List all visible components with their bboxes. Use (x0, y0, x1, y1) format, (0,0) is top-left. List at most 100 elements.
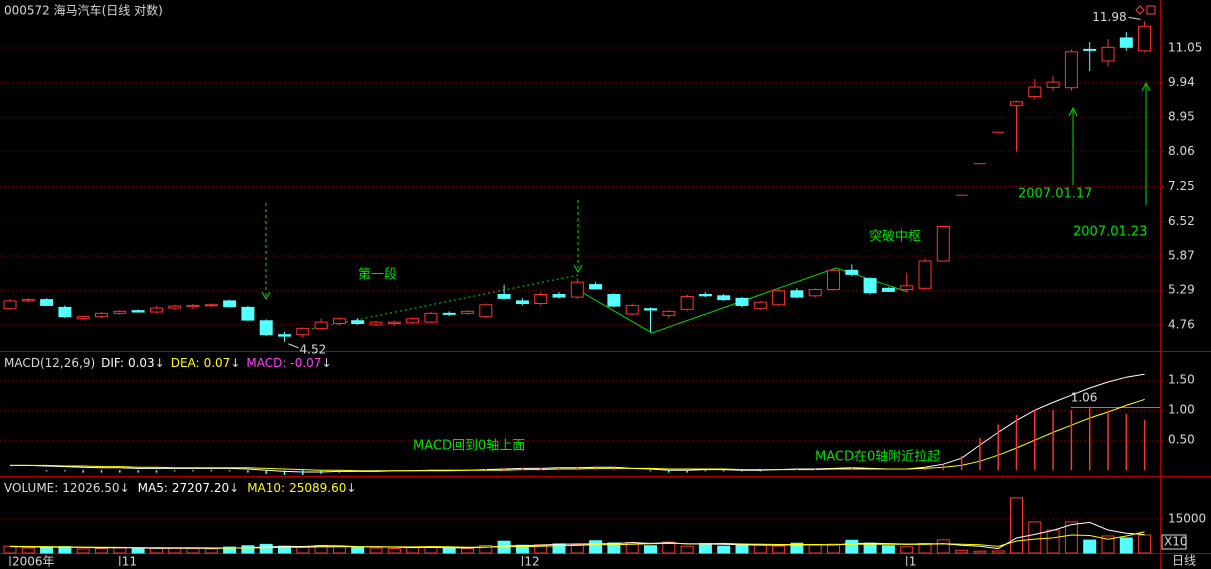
unit-box (1161, 534, 1187, 550)
label-pointer (288, 343, 299, 349)
candle-body (662, 310, 676, 316)
icon (1135, 5, 1145, 15)
volume-bar (680, 545, 694, 554)
volume-bar (479, 545, 493, 554)
legend-value: 12026.50 (62, 481, 119, 495)
volume-bar (991, 550, 1005, 554)
candle-body (680, 295, 694, 310)
candle-body (1101, 46, 1115, 62)
candle-body (936, 225, 950, 262)
candle-body (1138, 25, 1152, 52)
legend-name: DIF: (101, 356, 124, 370)
value-label: 1.06 (1071, 391, 1098, 405)
volume-bar (1083, 539, 1097, 554)
macd-line (10, 373, 1145, 473)
candle-body (790, 290, 804, 298)
volume-bar (1064, 521, 1078, 554)
volume-bar (900, 546, 914, 554)
volume-bar (186, 547, 200, 554)
candle-body (278, 334, 291, 337)
candle-body (717, 295, 731, 301)
x-tick-label: 1 (909, 555, 917, 569)
arrow-head (261, 291, 271, 301)
annotation: 2007.01.17 (1018, 187, 1092, 202)
annotation: 2007.01.23 (1073, 225, 1147, 240)
volume-bar (973, 550, 987, 554)
volume-bar (3, 545, 17, 554)
volume-bar (1119, 537, 1133, 554)
volume-bar (241, 545, 255, 554)
legend-value: 0.03 (128, 356, 155, 370)
arrow-head (1141, 81, 1151, 92)
candle-body (58, 306, 72, 318)
y-tick-label: 7.25 (1168, 179, 1195, 193)
icon (1146, 5, 1156, 15)
candle-body (479, 304, 493, 318)
y-tick-label: 4.76 (1168, 317, 1195, 331)
volume-bar (21, 547, 35, 554)
volume-bar (40, 546, 54, 554)
candle-body (534, 294, 548, 304)
candle-body (881, 287, 895, 292)
candle-body (1028, 86, 1042, 98)
candle-body (131, 310, 145, 313)
legend-value: 27207.20 (172, 481, 229, 495)
legend-name: DEA: (171, 356, 200, 370)
chart-title: 000572 海马汽车(日线 对数) (4, 3, 163, 18)
candle-body (3, 300, 17, 310)
y-tick-label: 5.87 (1168, 248, 1195, 262)
candle-body (21, 299, 35, 302)
annotation: 第一段 (358, 268, 397, 283)
y-tick-label: 11.05 (1168, 40, 1202, 54)
volume-bar (662, 541, 676, 554)
candle-body (625, 304, 639, 315)
candle-body (1083, 48, 1097, 51)
candle-body (223, 300, 237, 308)
candle-body (808, 289, 822, 297)
y-tick-label: 8.06 (1168, 144, 1195, 158)
candle-body (589, 284, 603, 290)
legend-value: 25089.60 (289, 481, 346, 495)
candle-body (168, 305, 182, 309)
volume-bar (387, 547, 401, 554)
x-tick-label: 11 (122, 555, 137, 569)
y-tick-label: 1.00 (1168, 403, 1195, 417)
candle-body (424, 312, 438, 323)
candle-body (772, 290, 786, 306)
volume-bar (113, 547, 127, 554)
arrow-head (573, 264, 583, 274)
period-label: 日线 (1172, 554, 1196, 568)
candle-body (95, 312, 108, 318)
volume-bar (955, 549, 969, 554)
candle-body (351, 320, 365, 325)
candle-body (461, 310, 474, 314)
candle-body (76, 316, 90, 320)
y-tick-label: 0.50 (1168, 433, 1195, 447)
candle-body (644, 308, 657, 311)
candle-body (1119, 37, 1133, 48)
legend-name: MA10: (247, 481, 285, 495)
legend-arrow: ↓ (230, 356, 240, 370)
legend-arrow: ↓ (346, 481, 356, 495)
annotation: 突破中枢 (869, 229, 921, 245)
candle-body (827, 269, 840, 291)
candle-body (204, 304, 218, 307)
candle-body (918, 260, 932, 289)
volume-bar (790, 542, 804, 554)
candle-body (1010, 101, 1023, 106)
volume-bar (881, 545, 895, 554)
volume-bar (1101, 535, 1115, 554)
drawings (261, 81, 1160, 408)
candle-body (607, 294, 621, 307)
volume-bar (1028, 521, 1042, 554)
candle-body (369, 321, 383, 326)
label-pointer (1128, 16, 1141, 20)
volume-bar (95, 547, 108, 554)
y-tick-label: 9.94 (1168, 75, 1195, 89)
candle-body (40, 299, 54, 306)
volume-bar (442, 547, 456, 554)
y-tick-label: 6.52 (1168, 214, 1195, 228)
candle-body (900, 285, 914, 291)
window-icons (1135, 5, 1156, 15)
